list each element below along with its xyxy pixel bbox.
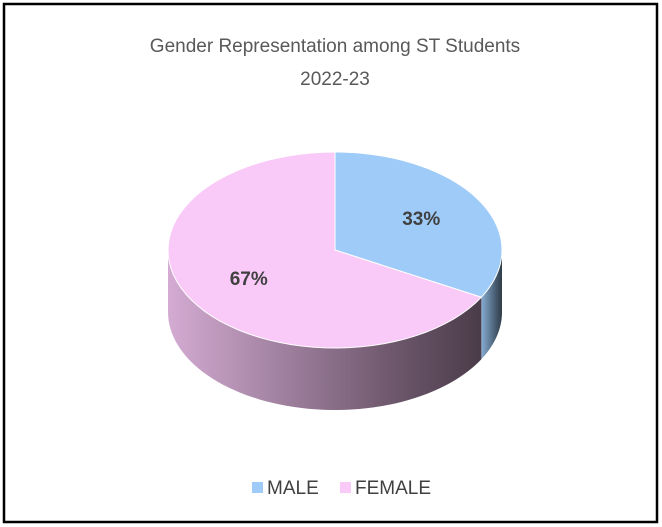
pie-slice [334,151,503,298]
legend-swatch [252,482,263,493]
legend-label: MALE [267,478,319,499]
pie-slice-side [481,250,502,360]
data-label: 33% [402,209,440,230]
legend-label: FEMALE [355,478,431,499]
pie-slice [167,151,483,349]
chart-subtitle: 2022-23 [300,69,370,90]
data-label: 67% [230,269,268,290]
chart-title: Gender Representation among ST Students [150,36,520,57]
legend-swatch [340,482,351,493]
pie-slice-side [168,250,482,410]
